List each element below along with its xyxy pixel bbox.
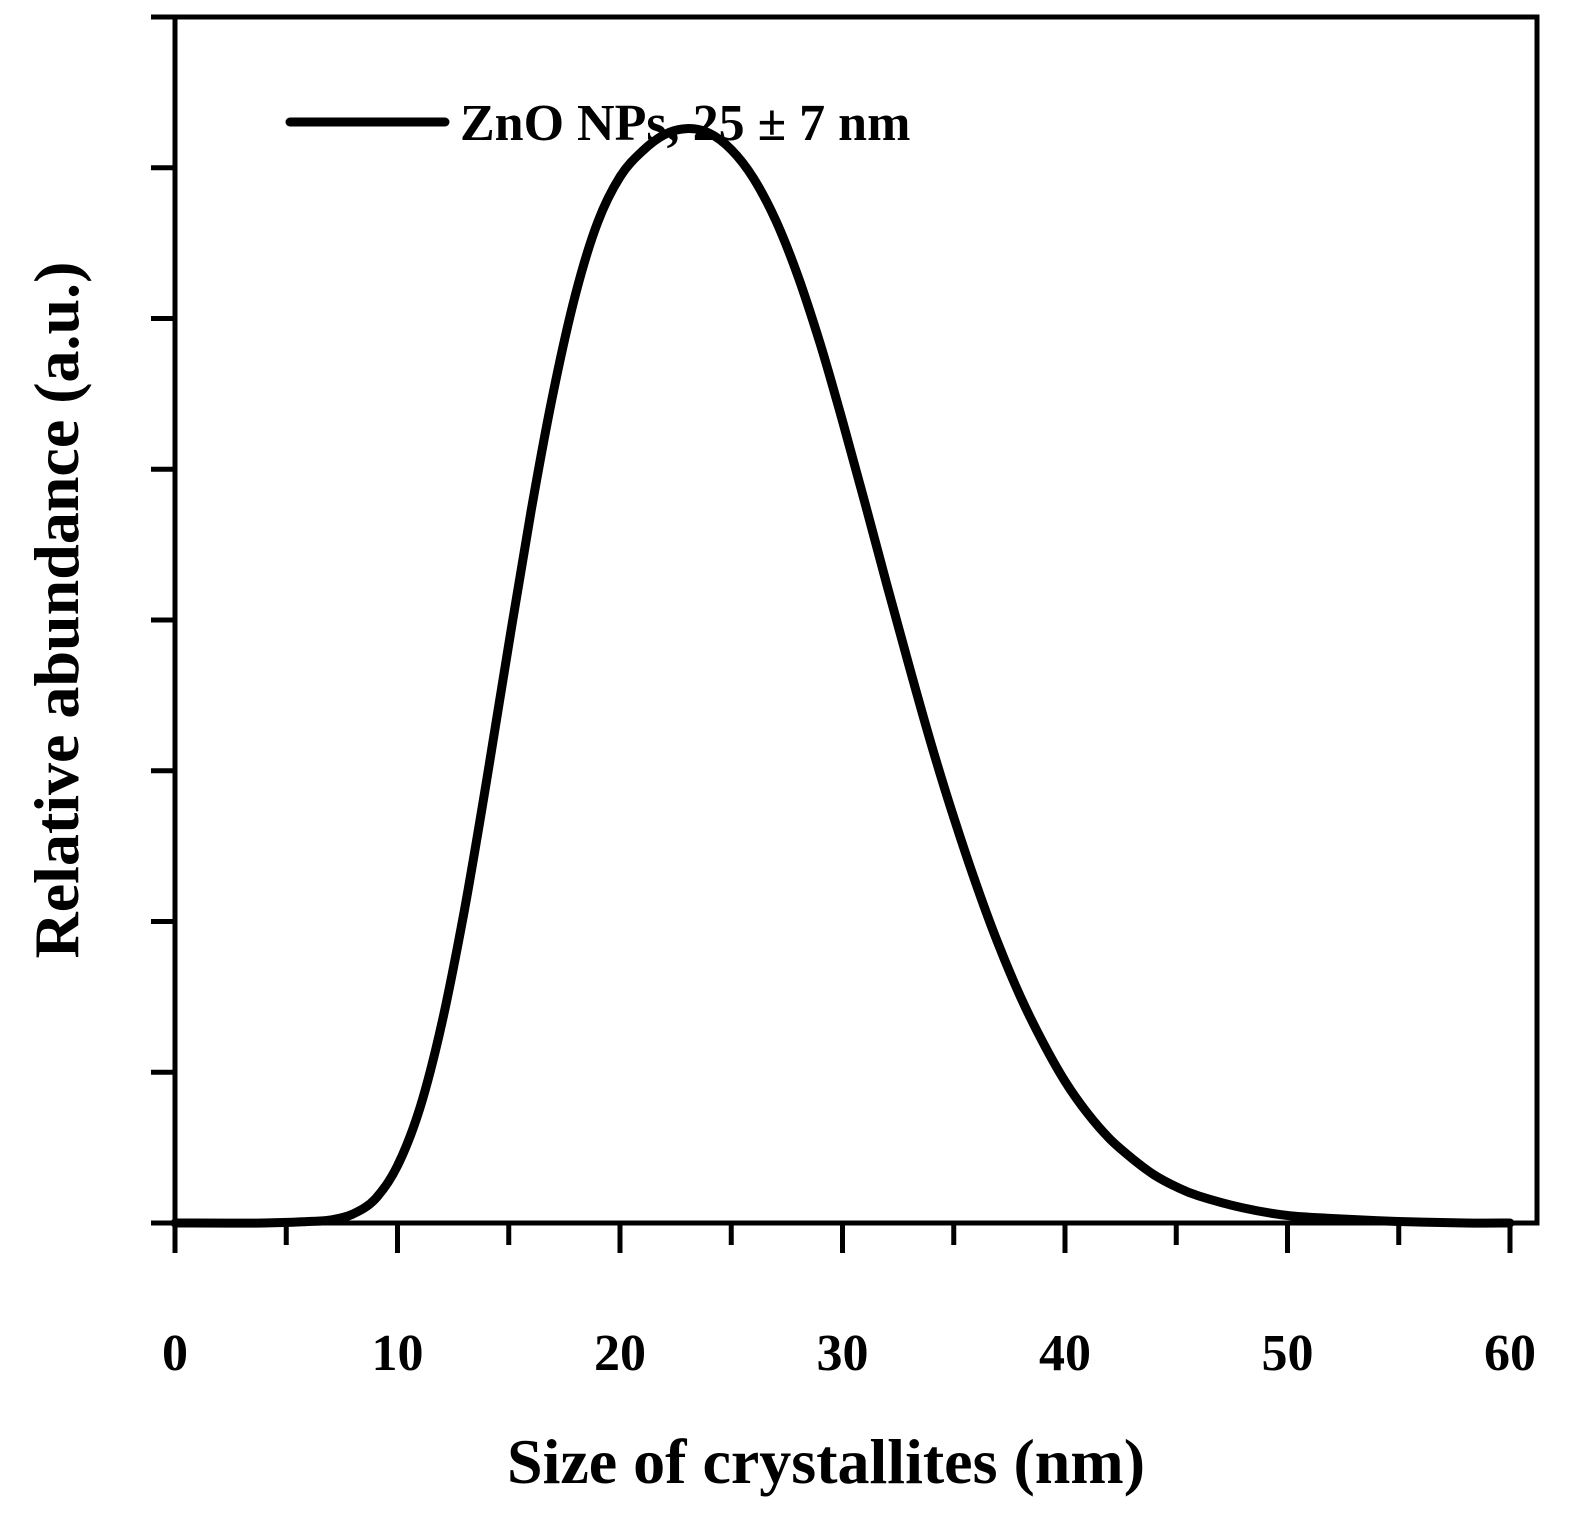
x-tick-label-40: 40 [1039,1325,1091,1382]
x-tick-label-60: 60 [1484,1325,1536,1382]
x-tick-label-30: 30 [817,1325,869,1382]
x-tick-label-0: 0 [162,1325,188,1382]
x-axis-title: Size of crystallites (nm) [507,1426,1145,1497]
x-axis-tick-labels: 0 10 20 30 40 50 60 [162,1325,1536,1382]
x-axis-ticks [172,1223,1513,1253]
x-tick-label-50: 50 [1262,1325,1314,1382]
x-tick-label-20: 20 [594,1325,646,1382]
y-axis-title: Relative abundance (a.u.) [21,262,92,959]
x-tick-label-10: 10 [372,1325,424,1382]
y-axis-ticks [151,14,175,1226]
series-line-zno-nps [170,124,1515,1228]
plot-frame [172,14,1540,1226]
legend-label: ZnO NPs, 25 ± 7 nm [460,95,910,152]
